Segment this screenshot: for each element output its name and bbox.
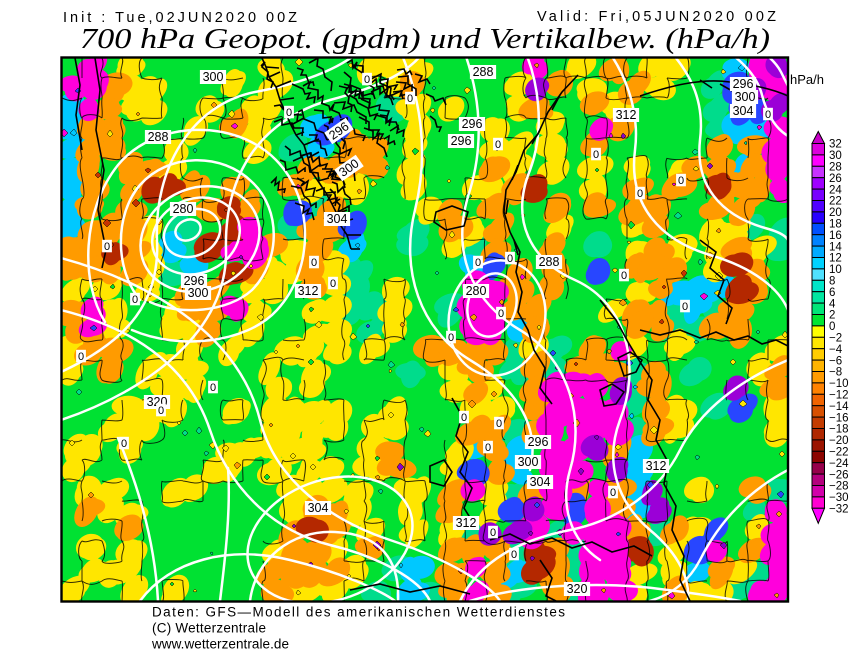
- svg-text:22: 22: [829, 196, 842, 208]
- svg-text:12: 12: [829, 253, 842, 265]
- svg-text:Valid: Fri,05JUN2020 00Z: Valid: Fri,05JUN2020 00Z: [537, 9, 776, 25]
- svg-text:4: 4: [829, 298, 836, 310]
- svg-text:288: 288: [148, 130, 169, 144]
- svg-text:www.wetterzentrale.de: www.wetterzentrale.de: [151, 637, 289, 652]
- svg-text:0: 0: [637, 188, 643, 200]
- svg-text:14: 14: [829, 241, 842, 253]
- svg-text:312: 312: [616, 108, 637, 122]
- svg-text:296: 296: [462, 117, 483, 131]
- svg-text:0: 0: [121, 438, 127, 450]
- svg-text:−30: −30: [829, 492, 849, 504]
- svg-text:700 hPa Geopot. (gpdm) und Ver: 700 hPa Geopot. (gpdm) und Vertikalbew. …: [80, 24, 770, 55]
- svg-text:0: 0: [311, 257, 317, 269]
- svg-text:0: 0: [498, 308, 504, 320]
- svg-text:−28: −28: [829, 481, 849, 493]
- svg-text:288: 288: [539, 255, 560, 269]
- svg-text:0: 0: [621, 270, 627, 282]
- svg-text:−6: −6: [829, 355, 842, 367]
- svg-text:20: 20: [829, 207, 842, 219]
- svg-text:296: 296: [451, 134, 472, 148]
- svg-text:300: 300: [203, 70, 224, 84]
- svg-text:300: 300: [735, 90, 756, 104]
- svg-text:0: 0: [490, 527, 496, 539]
- svg-text:−2: −2: [829, 333, 842, 345]
- svg-text:hPa/h: hPa/h: [790, 72, 824, 87]
- svg-text:0: 0: [495, 139, 501, 151]
- svg-text:0: 0: [104, 241, 110, 253]
- svg-text:0: 0: [485, 442, 491, 454]
- svg-text:8: 8: [829, 276, 835, 288]
- svg-text:18: 18: [829, 219, 842, 231]
- svg-text:−10: −10: [829, 378, 849, 390]
- svg-text:0: 0: [496, 418, 502, 430]
- svg-text:−24: −24: [829, 458, 849, 470]
- svg-text:0: 0: [682, 301, 688, 313]
- svg-text:6: 6: [829, 287, 835, 299]
- svg-text:26: 26: [829, 173, 842, 185]
- svg-text:280: 280: [173, 202, 194, 216]
- svg-text:0: 0: [78, 351, 84, 363]
- svg-text:−22: −22: [829, 447, 849, 459]
- svg-text:32: 32: [829, 139, 842, 151]
- svg-text:304: 304: [530, 475, 551, 489]
- svg-text:−12: −12: [829, 390, 849, 402]
- svg-text:280: 280: [466, 284, 487, 298]
- svg-text:0: 0: [475, 257, 481, 269]
- svg-text:Init : Tue,02JUN2020 00Z: Init : Tue,02JUN2020 00Z: [63, 10, 297, 26]
- svg-text:−8: −8: [829, 367, 842, 379]
- svg-text:296: 296: [528, 435, 549, 449]
- svg-text:28: 28: [829, 162, 842, 174]
- svg-text:0: 0: [330, 278, 336, 290]
- svg-text:0: 0: [829, 321, 835, 333]
- svg-text:16: 16: [829, 230, 842, 242]
- svg-text:0: 0: [507, 253, 513, 265]
- svg-text:312: 312: [298, 284, 319, 298]
- svg-text:−26: −26: [829, 469, 849, 481]
- svg-text:Daten: GFS—Modell des amerikan: Daten: GFS—Modell des amerikanischen Wet…: [152, 605, 565, 620]
- svg-text:296: 296: [733, 77, 754, 91]
- svg-text:312: 312: [646, 459, 667, 473]
- svg-text:0: 0: [286, 107, 292, 119]
- svg-text:24: 24: [829, 184, 842, 196]
- svg-text:30: 30: [829, 150, 842, 162]
- svg-text:288: 288: [473, 65, 494, 79]
- svg-text:10: 10: [829, 264, 842, 276]
- svg-text:0: 0: [132, 294, 138, 306]
- svg-text:0: 0: [461, 412, 467, 424]
- svg-text:0: 0: [593, 149, 599, 161]
- svg-text:−18: −18: [829, 424, 849, 436]
- svg-text:0: 0: [158, 405, 164, 417]
- svg-text:300: 300: [188, 286, 209, 300]
- svg-text:(C) Wetterzentrale: (C) Wetterzentrale: [152, 621, 266, 636]
- svg-text:304: 304: [327, 212, 348, 226]
- svg-text:304: 304: [733, 104, 754, 118]
- svg-text:296: 296: [184, 274, 205, 288]
- svg-text:0: 0: [610, 487, 616, 499]
- svg-text:0: 0: [765, 109, 771, 121]
- svg-text:0: 0: [364, 74, 370, 86]
- svg-text:−16: −16: [829, 412, 849, 424]
- svg-text:2: 2: [829, 310, 835, 322]
- svg-text:0: 0: [511, 549, 517, 561]
- svg-text:0: 0: [407, 93, 413, 105]
- svg-text:0: 0: [678, 175, 684, 187]
- svg-text:−14: −14: [829, 401, 849, 413]
- svg-text:312: 312: [456, 516, 477, 530]
- svg-text:304: 304: [308, 501, 329, 515]
- svg-text:−4: −4: [829, 344, 843, 356]
- svg-text:0: 0: [448, 332, 454, 344]
- svg-text:320: 320: [567, 582, 588, 596]
- svg-text:0: 0: [210, 382, 216, 394]
- svg-text:300: 300: [518, 455, 539, 469]
- svg-text:−32: −32: [829, 504, 849, 516]
- svg-text:−20: −20: [829, 435, 849, 447]
